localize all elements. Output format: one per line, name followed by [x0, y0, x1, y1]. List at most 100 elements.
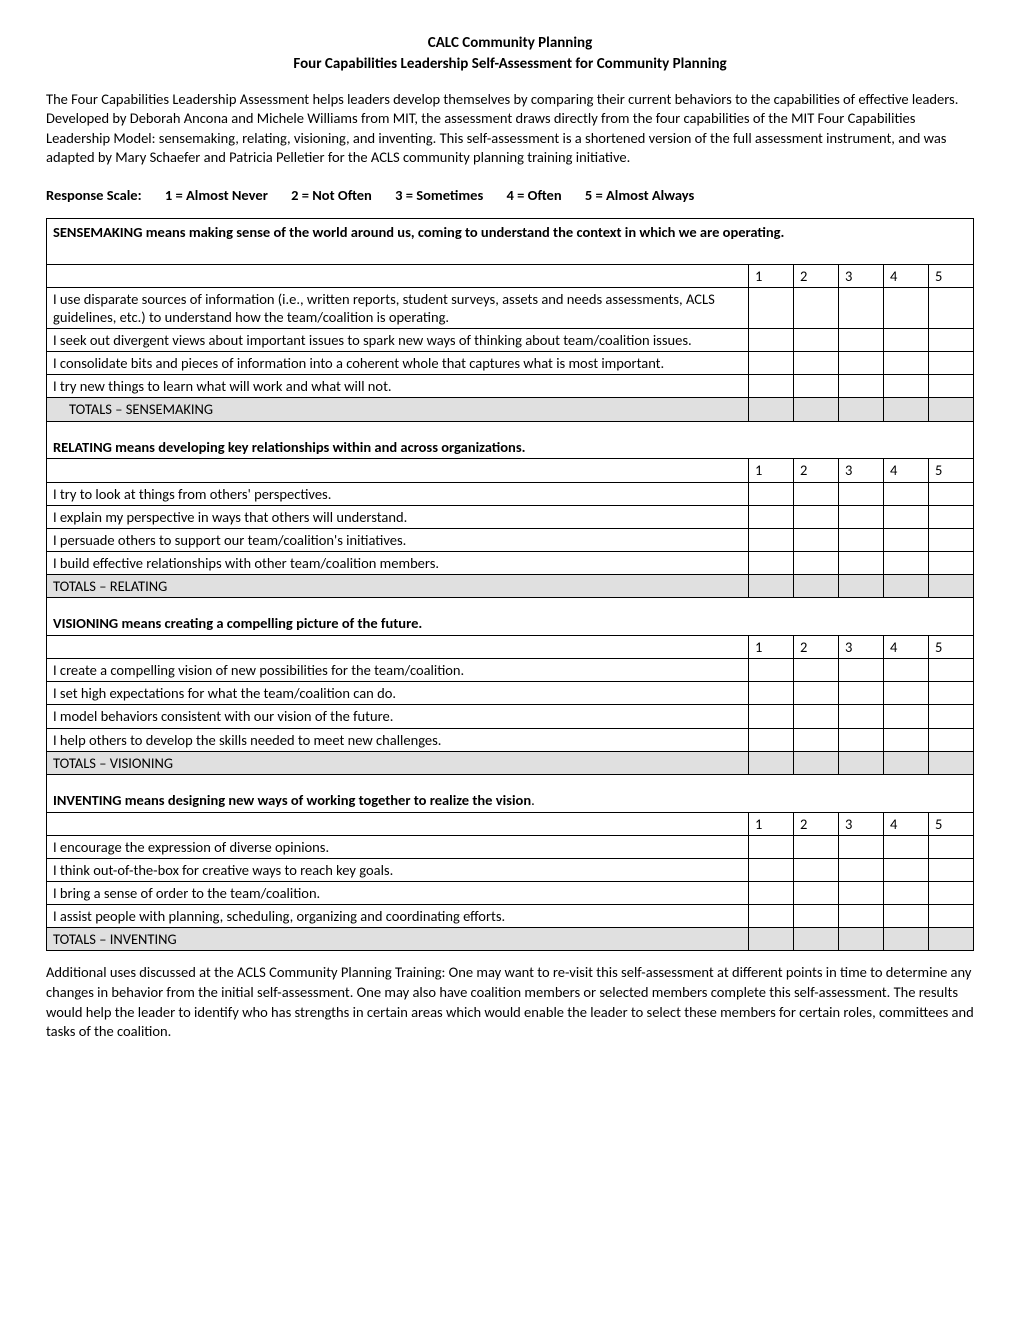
rating-cell[interactable] [749, 482, 794, 505]
rating-cell[interactable] [839, 551, 884, 574]
total-cell[interactable] [884, 928, 929, 951]
rating-cell[interactable] [794, 528, 839, 551]
rating-cell[interactable] [929, 375, 974, 398]
total-cell[interactable] [794, 575, 839, 598]
total-cell[interactable] [839, 928, 884, 951]
total-cell[interactable] [794, 751, 839, 774]
rating-cell[interactable] [839, 287, 884, 328]
rating-cell[interactable] [884, 551, 929, 574]
rating-cell[interactable] [929, 705, 974, 728]
rating-cell[interactable] [839, 482, 884, 505]
rating-cell[interactable] [884, 375, 929, 398]
total-cell[interactable] [749, 398, 794, 421]
total-cell[interactable] [929, 751, 974, 774]
rating-cell[interactable] [839, 905, 884, 928]
rating-cell[interactable] [749, 329, 794, 352]
rating-cell[interactable] [794, 705, 839, 728]
rating-cell[interactable] [839, 505, 884, 528]
rating-cell[interactable] [839, 528, 884, 551]
rating-cell[interactable] [884, 329, 929, 352]
rating-cell[interactable] [794, 882, 839, 905]
rating-cell[interactable] [839, 329, 884, 352]
rating-cell[interactable] [749, 659, 794, 682]
total-cell[interactable] [839, 575, 884, 598]
total-cell[interactable] [929, 928, 974, 951]
rating-cell[interactable] [929, 905, 974, 928]
rating-cell[interactable] [884, 659, 929, 682]
rating-cell[interactable] [884, 482, 929, 505]
rating-cell[interactable] [884, 352, 929, 375]
rating-cell[interactable] [794, 482, 839, 505]
rating-cell[interactable] [749, 905, 794, 928]
rating-cell[interactable] [794, 905, 839, 928]
rating-cell[interactable] [749, 528, 794, 551]
rating-cell[interactable] [839, 352, 884, 375]
rating-cell[interactable] [884, 505, 929, 528]
total-cell[interactable] [839, 751, 884, 774]
total-cell[interactable] [884, 398, 929, 421]
rating-cell[interactable] [749, 835, 794, 858]
rating-cell[interactable] [929, 682, 974, 705]
rating-cell[interactable] [929, 858, 974, 881]
total-cell[interactable] [794, 928, 839, 951]
rating-cell[interactable] [929, 287, 974, 328]
rating-cell[interactable] [884, 835, 929, 858]
rating-cell[interactable] [794, 728, 839, 751]
rating-cell[interactable] [839, 375, 884, 398]
rating-cell[interactable] [794, 551, 839, 574]
total-cell[interactable] [839, 398, 884, 421]
total-cell[interactable] [794, 398, 839, 421]
rating-cell[interactable] [929, 728, 974, 751]
rating-cell[interactable] [929, 659, 974, 682]
rating-cell[interactable] [749, 505, 794, 528]
rating-cell[interactable] [839, 858, 884, 881]
total-cell[interactable] [929, 398, 974, 421]
rating-cell[interactable] [884, 287, 929, 328]
rating-cell[interactable] [929, 482, 974, 505]
rating-cell[interactable] [884, 705, 929, 728]
rating-cell[interactable] [839, 728, 884, 751]
rating-cell[interactable] [884, 882, 929, 905]
rating-cell[interactable] [794, 659, 839, 682]
rating-cell[interactable] [884, 682, 929, 705]
rating-cell[interactable] [794, 352, 839, 375]
total-cell[interactable] [884, 575, 929, 598]
total-cell[interactable] [749, 751, 794, 774]
rating-cell[interactable] [839, 682, 884, 705]
rating-cell[interactable] [929, 352, 974, 375]
rating-cell[interactable] [794, 287, 839, 328]
rating-cell[interactable] [929, 835, 974, 858]
rating-cell[interactable] [839, 882, 884, 905]
rating-cell[interactable] [839, 835, 884, 858]
rating-cell[interactable] [884, 728, 929, 751]
rating-cell[interactable] [929, 528, 974, 551]
rating-cell[interactable] [749, 882, 794, 905]
rating-cell[interactable] [749, 352, 794, 375]
rating-cell[interactable] [749, 728, 794, 751]
rating-cell[interactable] [884, 528, 929, 551]
total-cell[interactable] [884, 751, 929, 774]
rating-cell[interactable] [794, 329, 839, 352]
total-cell[interactable] [929, 575, 974, 598]
rating-cell[interactable] [929, 329, 974, 352]
total-cell[interactable] [749, 928, 794, 951]
rating-cell[interactable] [839, 705, 884, 728]
rating-cell[interactable] [884, 858, 929, 881]
rating-cell[interactable] [794, 835, 839, 858]
rating-cell[interactable] [749, 375, 794, 398]
rating-cell[interactable] [929, 882, 974, 905]
rating-cell[interactable] [794, 505, 839, 528]
rating-cell[interactable] [929, 551, 974, 574]
rating-cell[interactable] [839, 659, 884, 682]
rating-cell[interactable] [749, 705, 794, 728]
rating-cell[interactable] [929, 505, 974, 528]
rating-cell[interactable] [749, 858, 794, 881]
rating-cell[interactable] [749, 682, 794, 705]
total-cell[interactable] [749, 575, 794, 598]
rating-cell[interactable] [749, 551, 794, 574]
rating-cell[interactable] [749, 287, 794, 328]
rating-cell[interactable] [794, 682, 839, 705]
rating-cell[interactable] [794, 375, 839, 398]
rating-cell[interactable] [884, 905, 929, 928]
rating-cell[interactable] [794, 858, 839, 881]
